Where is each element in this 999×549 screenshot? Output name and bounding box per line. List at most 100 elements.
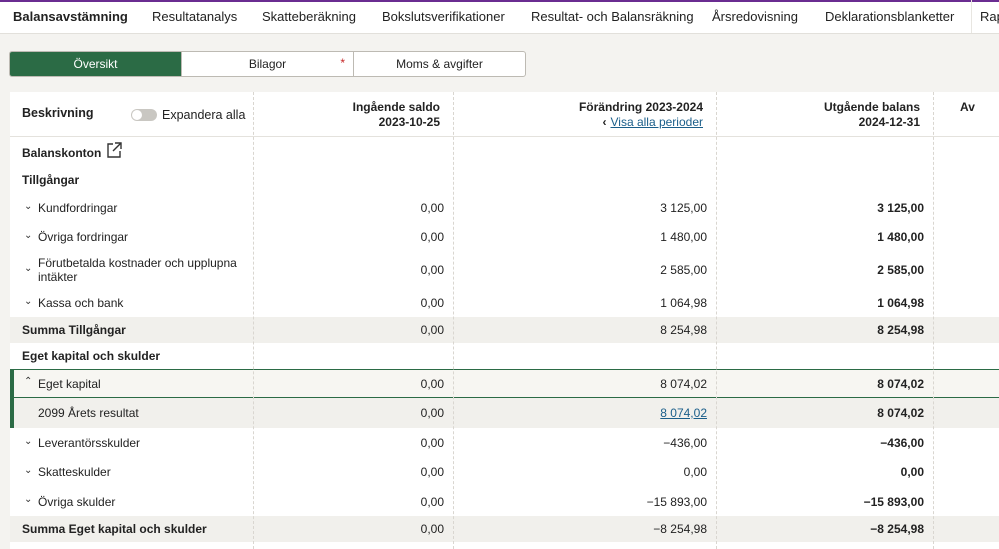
external-link-icon[interactable] <box>104 140 124 160</box>
opening-value: 0,00 <box>420 406 444 420</box>
closing-value: −15 893,00 <box>863 495 924 509</box>
tab-separator <box>971 0 972 33</box>
section-liabilities: Eget kapital och skulder <box>10 343 999 369</box>
change-value: 1 480,00 <box>660 230 707 244</box>
row-label: Eget kapital <box>38 377 101 391</box>
chevron-down-icon[interactable]: ⌄ <box>24 230 33 241</box>
column-divider <box>716 92 717 549</box>
table-row[interactable]: ⌄ Kassa och bank 0,00 1 064,98 1 064,98 <box>10 288 999 317</box>
table-row-account[interactable]: 2099 Årets resultat 0,00 8 074,02 8 074,… <box>10 398 999 428</box>
column-divider <box>453 92 454 549</box>
selection-indicator <box>10 369 14 428</box>
opening-date: 2023-10-25 <box>378 115 440 129</box>
change-value: −15 893,00 <box>646 495 707 509</box>
section-balance-accounts: Balanskonton <box>10 137 999 167</box>
closing-value: 8 074,02 <box>877 406 924 420</box>
table-row[interactable]: ⌄ Övriga skulder 0,00 −15 893,00 −15 893… <box>10 486 999 516</box>
show-all-periods-link[interactable]: Visa alla perioder <box>610 115 703 129</box>
opening-value: 0,00 <box>420 263 444 277</box>
table-row-equity-content[interactable]: ⌃ Eget kapital 0,00 8 074,02 8 074,02 <box>10 369 999 398</box>
closing-value: 3 125,00 <box>877 201 924 215</box>
chevron-down-icon[interactable]: ⌄ <box>24 494 33 505</box>
view-switcher: Översikt Bilagor * Moms & avgifter <box>9 51 526 77</box>
closing-title: Utgående balans <box>823 100 920 114</box>
tab-resultat-och-balansrakning[interactable]: Resultat- och Balansräkning <box>531 9 694 24</box>
change-value: 8 254,98 <box>660 323 707 337</box>
column-header-description: Beskrivning <box>22 106 94 120</box>
tab-resultatanalys[interactable]: Resultatanalys <box>152 9 238 24</box>
chevron-up-icon[interactable]: ⌃ <box>24 376 33 387</box>
change-title: Förändring 2023-2024 <box>578 100 703 114</box>
row-label: Leverantörsskulder <box>38 436 141 450</box>
tab-deklarationsblanketter[interactable]: Deklarationsblanketter <box>825 9 955 24</box>
tab-rapporter[interactable]: Rap <box>980 9 999 24</box>
closing-value: −8 254,98 <box>870 522 924 536</box>
summary-row-assets <box>10 317 999 343</box>
closing-value: 1 480,00 <box>877 230 924 244</box>
required-marker: * <box>340 56 345 70</box>
segment-moms-avgifter[interactable]: Moms & avgifter <box>354 52 525 76</box>
section-assets: Tillgångar <box>10 167 999 192</box>
summary-label: Summa Eget kapital och skulder <box>22 522 207 536</box>
opening-value: 0,00 <box>420 230 444 244</box>
table-header: Beskrivning Expandera alla Ingående sald… <box>10 92 999 137</box>
tab-skatteberakning[interactable]: Skatteberäkning <box>262 9 356 24</box>
segment-moms-avgifter-label: Moms & avgifter <box>396 57 483 71</box>
table-row[interactable]: ⌄ Övriga fordringar 0,00 1 480,00 1 480,… <box>10 222 999 251</box>
expand-all-label: Expandera alla <box>162 108 246 122</box>
table-row[interactable]: ⌄ Skatteskulder 0,00 0,00 0,00 <box>10 457 999 486</box>
change-value: 0,00 <box>683 465 707 479</box>
chevron-down-icon[interactable]: ⌄ <box>24 263 33 274</box>
closing-value: 0,00 <box>900 465 924 479</box>
row-label: Kassa och bank <box>38 296 124 310</box>
chevron-down-icon[interactable]: ⌄ <box>24 436 33 447</box>
chevron-down-icon[interactable]: ⌄ <box>24 465 33 476</box>
expand-all-toggle[interactable] <box>131 109 157 121</box>
table-row-equity[interactable] <box>10 369 999 398</box>
column-divider <box>253 92 254 549</box>
chevron-down-icon[interactable]: ⌄ <box>24 201 33 212</box>
column-header-change: Förändring 2023-2024 ‹ Visa alla perioder <box>579 100 703 130</box>
row-label: Övriga skulder <box>38 495 116 509</box>
closing-value: 2 585,00 <box>877 263 924 277</box>
opening-value: 0,00 <box>420 201 444 215</box>
opening-value: 0,00 <box>420 377 444 391</box>
closing-value: −436,00 <box>880 436 924 450</box>
opening-value: 0,00 <box>420 495 444 509</box>
segment-oversikt[interactable]: Översikt <box>10 52 182 76</box>
row-label: Kundfordringar <box>38 201 118 215</box>
table-row[interactable]: ⌄ Kundfordringar 0,00 3 125,00 3 125,00 <box>10 193 999 222</box>
closing-value: 1 064,98 <box>877 296 924 310</box>
segment-bilagor[interactable]: Bilagor * <box>182 52 354 76</box>
summary-label: Summa Tillgångar <box>22 323 126 337</box>
opening-value: 0,00 <box>420 522 444 536</box>
table-row[interactable]: ⌄ Leverantörsskulder 0,00 −436,00 −436,0… <box>10 428 999 457</box>
change-value: −8 254,98 <box>653 522 707 536</box>
column-header-cut: Av <box>960 100 975 114</box>
tab-arsredovisning[interactable]: Årsredovisning <box>712 9 798 24</box>
row-label: 2099 Årets resultat <box>38 406 139 420</box>
column-header-opening: Ingående saldo 2023-10-25 <box>353 100 440 130</box>
summary-row-liabilities <box>10 516 999 542</box>
change-value-link[interactable]: 8 074,02 <box>660 406 707 420</box>
change-value: 8 074,02 <box>660 377 707 391</box>
balance-table: Beskrivning Expandera alla Ingående sald… <box>10 92 999 549</box>
change-value: 2 585,00 <box>660 263 707 277</box>
opening-value: 0,00 <box>420 296 444 310</box>
opening-title: Ingående saldo <box>352 100 440 114</box>
change-value: −436,00 <box>663 436 707 450</box>
column-header-closing: Utgående balans 2024-12-31 <box>824 100 920 130</box>
change-value: 3 125,00 <box>660 201 707 215</box>
row-label: Övriga fordringar <box>38 230 129 244</box>
opening-value: 0,00 <box>420 323 444 337</box>
tab-balansavstamning[interactable]: Balansavstämning <box>13 9 128 24</box>
accent-line <box>0 0 999 2</box>
closing-date: 2024-12-31 <box>858 115 920 129</box>
chevron-down-icon[interactable]: ⌄ <box>24 296 33 307</box>
summary-liabilities: Summa Eget kapital och skulder 0,00 −8 2… <box>10 516 999 542</box>
tab-bokslutsverifikationer[interactable]: Bokslutsverifikationer <box>382 9 505 24</box>
assets-title: Tillgångar <box>22 173 80 187</box>
table-row[interactable]: ⌄ Förutbetalda kostnader och upplupna in… <box>10 251 999 288</box>
change-value: 1 064,98 <box>660 296 707 310</box>
chevron-left-icon[interactable]: ‹ <box>602 115 607 129</box>
